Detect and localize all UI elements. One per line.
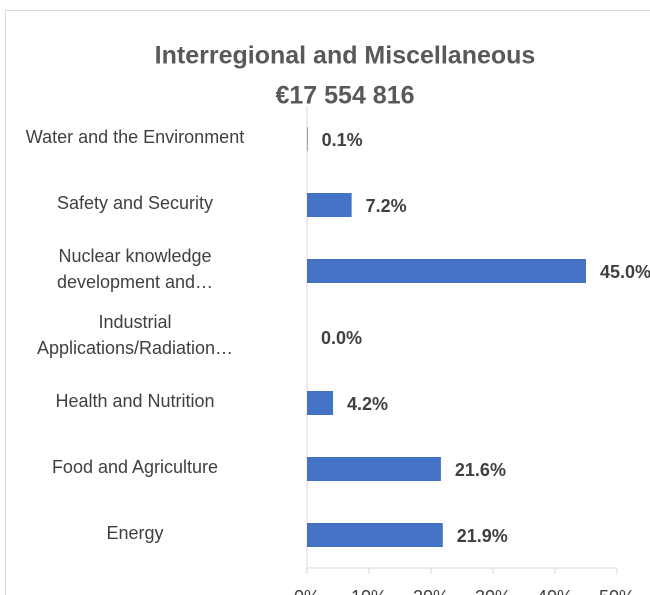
bar (307, 391, 334, 415)
y-tick-label: Energy (106, 523, 164, 543)
y-tick-label: Safety and Security (56, 193, 214, 213)
chart-subtitle: €17 554 816 (275, 82, 414, 110)
x-tick-label: 10% (351, 587, 387, 595)
x-tick-label: 0% (294, 587, 320, 595)
value-label: 0.0% (321, 328, 362, 348)
chart-border (5, 10, 650, 595)
x-tick-label: 30% (475, 587, 511, 595)
y-tick-label: Water and the Environment (25, 127, 245, 147)
x-tick-label: 50% (599, 587, 635, 595)
bar (307, 193, 352, 217)
y-tick-label: Industrial Applications/Radiation… (36, 312, 234, 358)
y-tick-label: Health and Nutrition (55, 391, 215, 411)
bar (307, 259, 586, 283)
value-label: 45.0% (600, 262, 650, 282)
x-tick-label: 20% (413, 587, 449, 595)
y-tick-label: Food and Agriculture (51, 457, 219, 477)
bar (307, 127, 308, 151)
bar (307, 457, 441, 481)
chart-title: Interregional and Miscellaneous (155, 42, 536, 70)
bar (307, 523, 443, 547)
x-tick-label: 40% (537, 587, 573, 595)
value-label: 21.6% (455, 460, 506, 480)
y-tick-label: Nuclear knowledge development and… (56, 246, 214, 292)
value-label: 7.2% (366, 196, 407, 216)
value-label: 0.1% (322, 130, 363, 150)
value-label: 4.2% (347, 394, 388, 414)
value-label: 21.9% (457, 526, 508, 546)
